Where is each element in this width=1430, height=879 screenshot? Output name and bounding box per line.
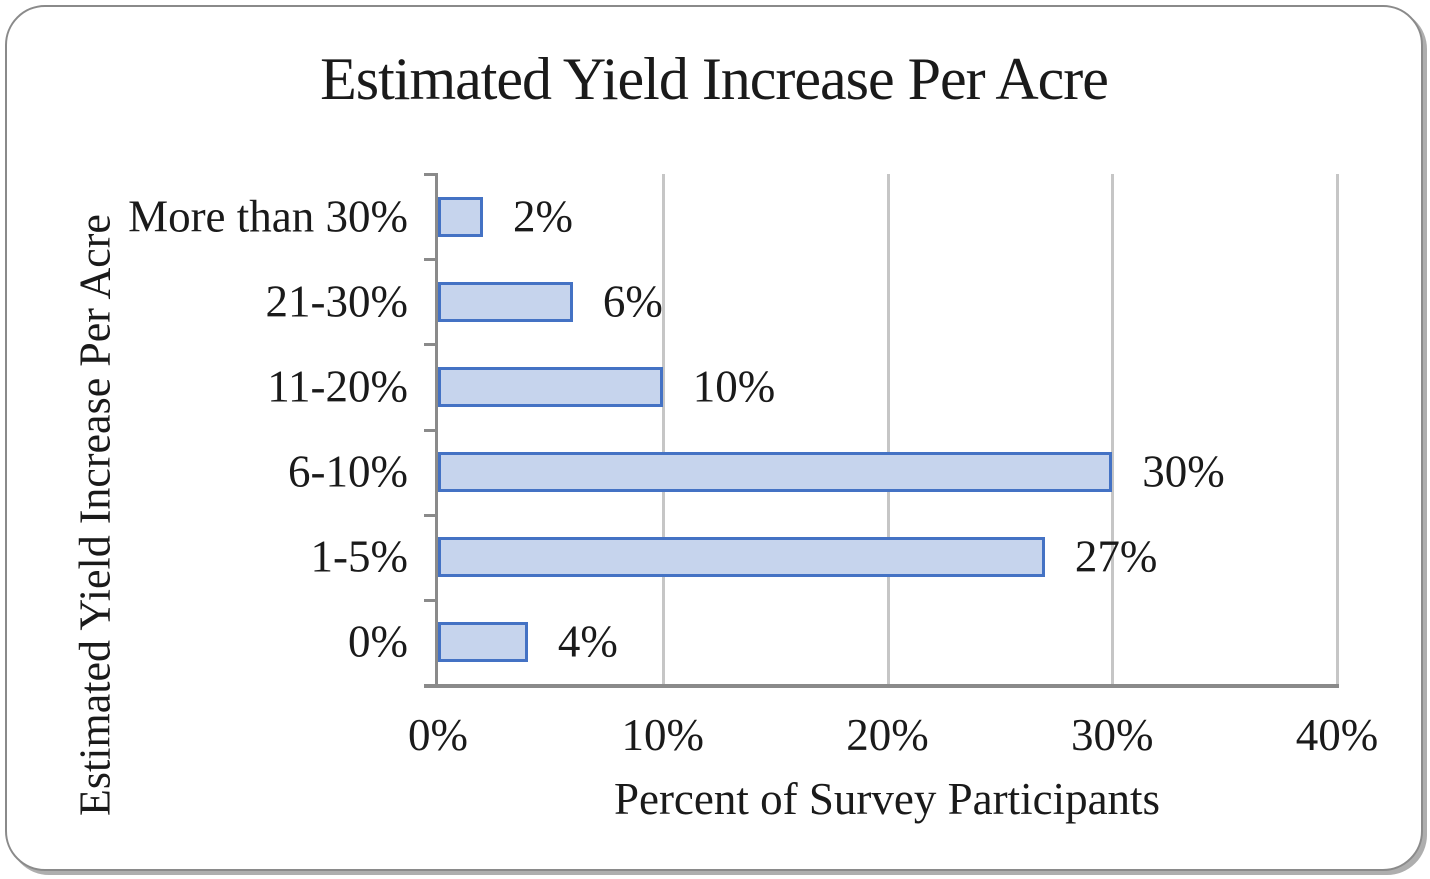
bar bbox=[438, 366, 663, 407]
chart-frame: Estimated Yield Increase Per Acre Estima… bbox=[5, 5, 1423, 871]
x-axis-title: Percent of Survey Participants bbox=[613, 774, 1161, 824]
x-tick-label: 10% bbox=[621, 710, 705, 760]
chart-title: Estimated Yield Increase Per Acre bbox=[320, 46, 1109, 112]
bar bbox=[438, 622, 528, 663]
category-label: More than 30% bbox=[128, 191, 408, 242]
bar bbox=[438, 452, 1113, 493]
bar-data-label: 30% bbox=[1142, 446, 1225, 497]
y-axis-tick bbox=[424, 258, 438, 262]
bar-data-label: 4% bbox=[557, 616, 618, 667]
bar bbox=[438, 281, 573, 322]
gridline bbox=[1111, 174, 1115, 685]
y-axis-tick bbox=[424, 598, 438, 602]
bar-data-label: 2% bbox=[512, 191, 573, 242]
gridline bbox=[661, 174, 665, 685]
category-label: 1-5% bbox=[310, 531, 408, 582]
bar bbox=[438, 196, 483, 237]
x-tick-label: 20% bbox=[846, 710, 929, 760]
x-tick-label: 30% bbox=[1071, 710, 1154, 760]
bar bbox=[438, 537, 1045, 578]
y-axis-tick bbox=[424, 343, 438, 347]
category-label: 6-10% bbox=[288, 446, 408, 497]
x-tick-label: 0% bbox=[408, 710, 468, 760]
category-label: 21-30% bbox=[265, 276, 408, 327]
y-axis-tick bbox=[424, 513, 438, 517]
category-label: 0% bbox=[348, 616, 408, 667]
gridline bbox=[1336, 174, 1339, 685]
bar-data-label: 27% bbox=[1074, 531, 1158, 582]
y-axis-tick bbox=[424, 173, 438, 176]
gridline bbox=[886, 174, 890, 685]
bar-data-label: 6% bbox=[602, 276, 663, 327]
y-axis-tick bbox=[424, 428, 438, 432]
bar-data-label: 10% bbox=[692, 361, 776, 412]
x-tick-label: 40% bbox=[1295, 710, 1379, 760]
x-axis-line bbox=[424, 684, 1339, 688]
category-label: 11-20% bbox=[267, 361, 408, 412]
y-axis-line bbox=[435, 174, 438, 687]
